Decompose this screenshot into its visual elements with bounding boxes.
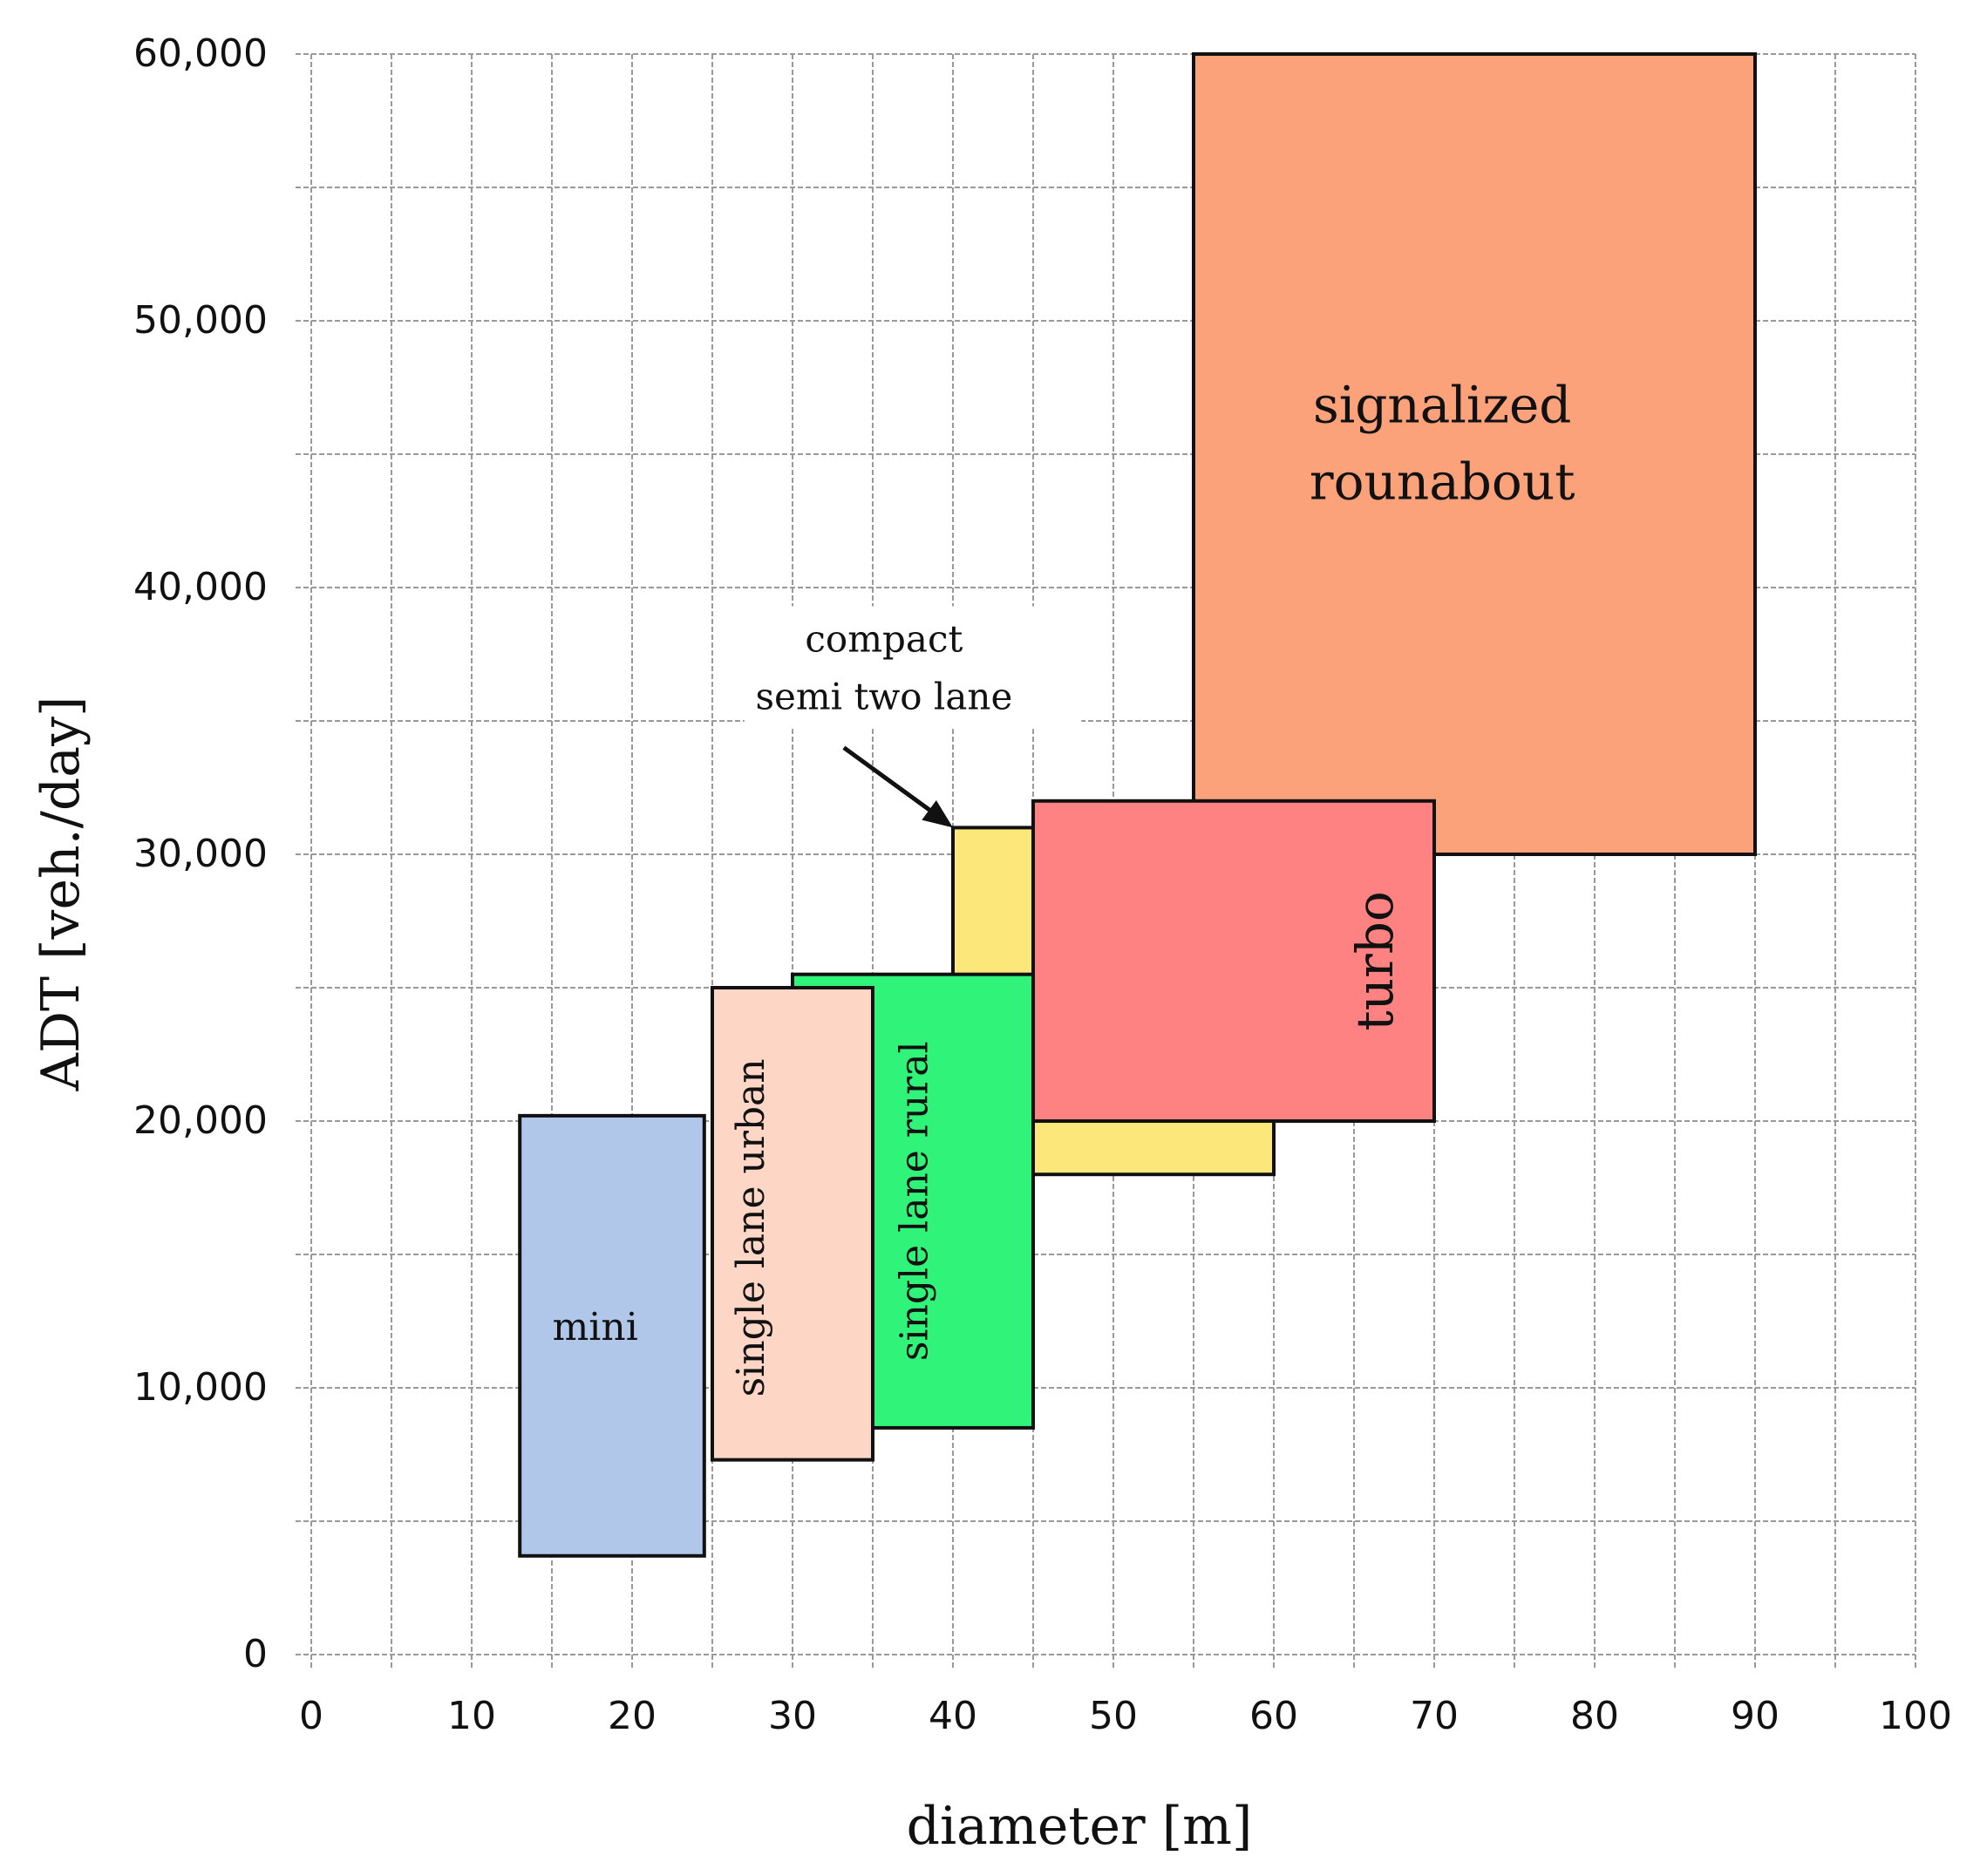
box-label-urban: single lane urban [729, 1058, 773, 1397]
x-tick-label: 80 [1570, 1694, 1619, 1738]
box-label-turbo: turbo [1345, 891, 1405, 1030]
annotation-text: semi two lane [755, 675, 1012, 717]
y-tick-label: 10,000 [133, 1365, 268, 1410]
y-tick-label: 30,000 [133, 832, 268, 876]
x-tick-label: 60 [1249, 1694, 1298, 1738]
box-label-mini: mini [553, 1305, 638, 1349]
range-box-signalized [1192, 52, 1757, 856]
box-labels: signalized rounabout turbo single lane rura… [553, 375, 1575, 1397]
x-tick-label: 100 [1879, 1694, 1952, 1738]
annotation-arrow-line [842, 745, 946, 823]
annotation-text: compact [805, 617, 963, 660]
x-tick-label: 40 [929, 1694, 977, 1738]
annotation-arrow-head [922, 799, 953, 828]
range-box-urban [711, 986, 874, 1462]
x-axis-label: diameter [m] [907, 1796, 1253, 1857]
box-label-signalized: rounabout [1310, 452, 1575, 511]
box-label-signalized: signalized [1313, 375, 1572, 434]
y-axis-label: ADT [veh./day] [31, 697, 92, 1092]
range-boxes [518, 52, 1757, 1558]
x-tick-label: 20 [608, 1694, 657, 1738]
range-box-mini [518, 1113, 706, 1558]
x-tick-label: 70 [1410, 1694, 1459, 1738]
annotation-background [744, 606, 1082, 730]
y-tick-label: 20,000 [133, 1098, 268, 1143]
annotation: compact semi two lane [744, 606, 1082, 828]
x-tick-label: 10 [447, 1694, 496, 1738]
x-tick-label: 50 [1089, 1694, 1138, 1738]
tick-labels: 0 10 20 30 40 50 60 70 80 90 100 0 10,000 20,000 30,00… [133, 31, 1952, 1738]
x-tick-label: 90 [1731, 1694, 1779, 1738]
y-tick-label: 40,000 [133, 565, 268, 609]
x-tick-label: 0 [299, 1694, 323, 1738]
y-tick-label: 0 [243, 1632, 268, 1676]
y-tick-label: 50,000 [133, 298, 268, 343]
x-tick-label: 30 [768, 1694, 817, 1738]
range-box-turbo [1031, 799, 1436, 1123]
y-tick-label: 60,000 [133, 31, 268, 76]
box-label-rural: single lane rural [893, 1041, 937, 1361]
